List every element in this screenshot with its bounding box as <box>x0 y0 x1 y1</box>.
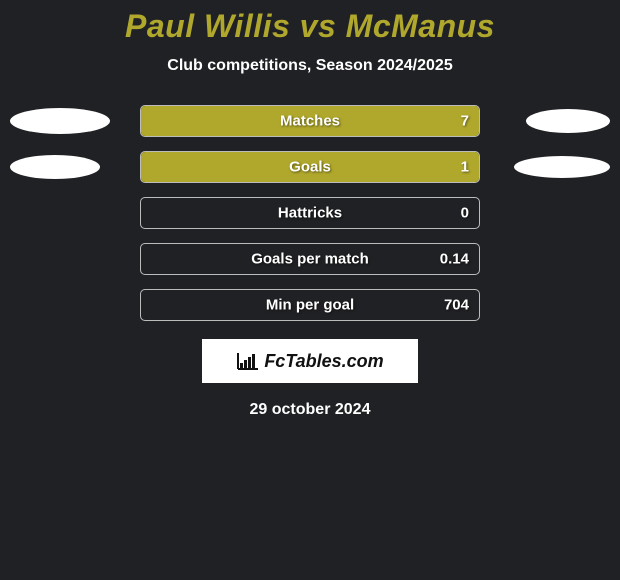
stat-bar: Goals per match 0.14 <box>140 243 480 275</box>
comparison-ellipse-left <box>10 108 110 134</box>
stats-container: Matches 7 Goals 1 Hattricks 0 Goals per match 0… <box>0 105 620 321</box>
stat-value: 7 <box>461 113 469 130</box>
brand-box: FcTables.com <box>202 339 418 383</box>
stat-row: Hattricks 0 <box>0 197 620 229</box>
stat-label: Matches <box>280 113 340 130</box>
stat-label: Hattricks <box>278 205 342 222</box>
stat-value: 1 <box>461 159 469 176</box>
comparison-ellipse-right <box>526 109 610 133</box>
stat-row: Goals 1 <box>0 151 620 183</box>
date-text: 29 october 2024 <box>0 401 620 419</box>
comparison-ellipse-right <box>514 156 610 178</box>
chart-bars-icon <box>236 351 258 371</box>
stat-bar: Goals 1 <box>140 151 480 183</box>
stat-row: Goals per match 0.14 <box>0 243 620 275</box>
stat-value: 0.14 <box>440 251 469 268</box>
stat-bar: Matches 7 <box>140 105 480 137</box>
stat-label: Goals <box>289 159 331 176</box>
subtitle: Club competitions, Season 2024/2025 <box>0 57 620 75</box>
stat-value: 704 <box>444 297 469 314</box>
stat-bar: Hattricks 0 <box>140 197 480 229</box>
stat-bar: Min per goal 704 <box>140 289 480 321</box>
stat-value: 0 <box>461 205 469 222</box>
stat-label: Min per goal <box>266 297 354 314</box>
stat-label: Goals per match <box>251 251 369 268</box>
stat-row: Min per goal 704 <box>0 289 620 321</box>
page-title: Paul Willis vs McManus <box>0 0 620 45</box>
comparison-ellipse-left <box>10 155 100 179</box>
brand-text: FcTables.com <box>264 351 383 372</box>
stat-row: Matches 7 <box>0 105 620 137</box>
